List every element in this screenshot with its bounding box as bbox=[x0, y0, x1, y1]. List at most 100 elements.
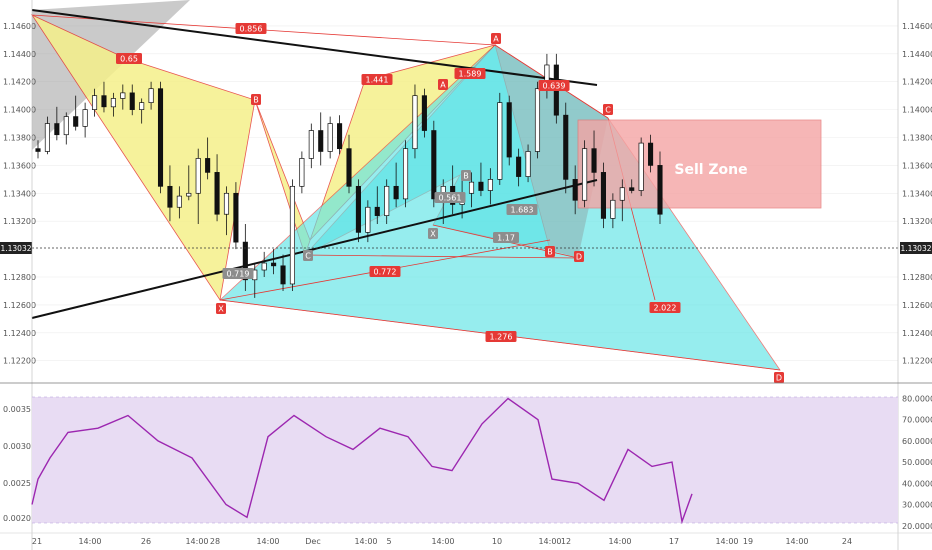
candle-body bbox=[167, 185, 173, 208]
candle-body bbox=[421, 95, 427, 131]
point-label: B bbox=[547, 248, 553, 257]
candle-body bbox=[271, 262, 277, 267]
candle-body bbox=[54, 123, 60, 136]
candle-body bbox=[468, 181, 475, 194]
candle-body bbox=[223, 192, 230, 215]
candle-body bbox=[638, 142, 644, 191]
rsi-tick-right: 40.0000 bbox=[902, 479, 932, 488]
candle-body bbox=[402, 148, 409, 200]
rsi-axis-right: 80.0000 70.0000 60.0000 50.0000 40.0000 30.00… bbox=[902, 394, 932, 530]
time-tick: 12 bbox=[561, 537, 571, 546]
ratio-label: 0.639 bbox=[543, 82, 566, 91]
price-pane: Sell Zone 0.856 0.65 1.441 1.589 0.639 0.561 1… bbox=[30, 0, 898, 383]
time-axis: 21 14:00 26 14:00 28 14:00 Dec 14:00 5 14:00 10 14:… bbox=[32, 537, 852, 546]
time-tick: 14:00 bbox=[538, 537, 561, 546]
candle-body bbox=[176, 195, 182, 208]
candle-body bbox=[506, 102, 512, 158]
candle-body bbox=[73, 116, 79, 127]
ratio-labels: 0.856 0.65 1.441 1.589 0.639 0.561 1.683 1.17 0.… bbox=[116, 23, 681, 342]
candle-body bbox=[186, 192, 192, 197]
candle-body bbox=[591, 148, 597, 173]
ratio-badge bbox=[649, 302, 681, 313]
candle-body bbox=[600, 172, 607, 219]
ratio-badge bbox=[434, 192, 466, 203]
candle-body bbox=[195, 158, 201, 194]
candle-body bbox=[214, 172, 220, 215]
candle-body bbox=[157, 88, 164, 187]
price-tick-left: 1.12800 bbox=[3, 273, 36, 282]
candle-body bbox=[205, 158, 211, 173]
candle-body bbox=[629, 187, 635, 191]
point-label: B bbox=[253, 96, 259, 105]
upper-trendline bbox=[31, 9, 598, 86]
ratio-label: 1.683 bbox=[511, 206, 534, 215]
ratio-badge bbox=[493, 232, 519, 243]
time-tick: 19 bbox=[743, 537, 753, 546]
price-tick-left: 1.13600 bbox=[3, 161, 36, 170]
price-tick-left: 1.13800 bbox=[3, 134, 36, 143]
price-tick-left: 1.13200 bbox=[3, 217, 36, 226]
price-tick-left: 1.14200 bbox=[3, 78, 36, 87]
rsi-tick-left: 0.0020 bbox=[3, 514, 31, 523]
price-tick-left: 1.12200 bbox=[3, 357, 36, 366]
price-tick-right: 1.14400 bbox=[902, 50, 932, 59]
price-tick-left: 1.14000 bbox=[3, 106, 36, 115]
ratio-label: 1.276 bbox=[490, 333, 513, 342]
rsi-tick-left: 0.0025 bbox=[3, 479, 31, 488]
rsi-tick-right: 50.0000 bbox=[902, 458, 932, 467]
price-tick-right: 1.12800 bbox=[902, 273, 932, 282]
candle-body bbox=[63, 116, 69, 136]
time-tick: 17 bbox=[669, 537, 679, 546]
point-badge bbox=[603, 104, 613, 115]
time-tick: 28 bbox=[210, 537, 220, 546]
ratio-badge bbox=[454, 68, 486, 79]
point-badge bbox=[774, 372, 784, 383]
candle-body bbox=[120, 92, 126, 99]
candle-body bbox=[563, 114, 569, 180]
price-tick-right: 1.12600 bbox=[902, 301, 932, 310]
point-label: X bbox=[430, 230, 436, 239]
candle-body bbox=[308, 130, 314, 159]
time-tick: 14:00 bbox=[354, 537, 377, 546]
ratio-label: 0.719 bbox=[227, 270, 250, 279]
point-badge bbox=[545, 246, 555, 257]
rsi-tick-right: 20.0000 bbox=[902, 522, 932, 531]
price-tick-left: 1.14600 bbox=[3, 22, 36, 31]
candle-body bbox=[648, 142, 654, 166]
candle-body bbox=[327, 123, 333, 152]
point-badge bbox=[438, 79, 448, 90]
rsi-band bbox=[32, 397, 898, 523]
point-label: C bbox=[305, 252, 311, 261]
price-tick-left: 1.12600 bbox=[3, 301, 36, 310]
point-label: A bbox=[440, 81, 446, 90]
candle-body bbox=[525, 151, 531, 177]
candle-body bbox=[318, 130, 324, 152]
ratio-badge bbox=[235, 23, 267, 34]
candlesticks bbox=[35, 53, 663, 298]
price-tick-left: 1.13400 bbox=[3, 189, 36, 198]
candle-body bbox=[610, 199, 616, 219]
candle-body bbox=[242, 241, 248, 281]
candle-body bbox=[374, 206, 380, 216]
rsi-tick-right: 80.0000 bbox=[902, 394, 932, 403]
ratio-label: 1.17 bbox=[497, 234, 515, 243]
candle-body bbox=[478, 181, 484, 191]
point-badge bbox=[251, 94, 261, 105]
lower-trendline bbox=[31, 179, 598, 319]
price-tick-left: 1.12400 bbox=[3, 329, 36, 338]
price-tick-right: 1.14000 bbox=[902, 106, 932, 115]
rsi-tick-left: 0.0030 bbox=[3, 442, 31, 451]
time-tick: 24 bbox=[842, 537, 852, 546]
candle-body bbox=[431, 130, 437, 200]
candle-body bbox=[101, 95, 107, 108]
time-tick: 14:00 bbox=[608, 537, 631, 546]
candle-body bbox=[129, 92, 135, 110]
ratio-label: 2.022 bbox=[654, 304, 677, 313]
ratio-label: 0.856 bbox=[240, 25, 263, 34]
price-tick-right: 1.13600 bbox=[902, 161, 932, 170]
point-label: C bbox=[605, 106, 611, 115]
rsi-tick-right: 60.0000 bbox=[902, 437, 932, 446]
candle-body bbox=[289, 185, 296, 285]
rsi-tick-right: 70.0000 bbox=[902, 416, 932, 425]
rsi-line bbox=[31, 397, 693, 525]
